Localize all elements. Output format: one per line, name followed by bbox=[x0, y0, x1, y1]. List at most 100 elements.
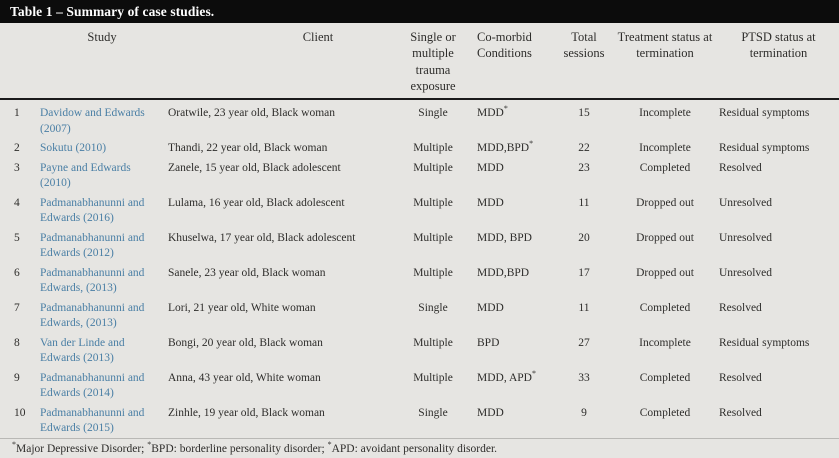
trauma-exposure: Multiple bbox=[413, 231, 453, 244]
client-description: Sanele, 23 year old, Black woman bbox=[168, 266, 326, 279]
table-area: Study Client Single or multiple trauma e… bbox=[0, 23, 839, 458]
study-citation-link[interactable]: Padmanabhanunni and Edwards (2015) bbox=[40, 406, 145, 435]
column-header-treatment-status: Treatment status at termination bbox=[612, 23, 718, 100]
ptsd-status: Resolved bbox=[719, 161, 762, 174]
column-header-comorbid: Co-morbid Conditions bbox=[472, 23, 556, 100]
row-number: 8 bbox=[14, 336, 20, 349]
total-sessions: 20 bbox=[578, 231, 590, 244]
total-sessions: 23 bbox=[578, 161, 590, 174]
comorbid-conditions: MDD,BPD bbox=[477, 266, 530, 279]
study-citation[interactable]: Padmanabhanunni and Edwards (2016) bbox=[38, 193, 166, 228]
comorbid-conditions: MDD bbox=[477, 301, 504, 314]
table-row: 10 Padmanabhanunni and Edwards (2015) Zinh… bbox=[0, 403, 839, 438]
total-sessions: 9 bbox=[581, 406, 587, 419]
client-description: Thandi, 22 year old, Black woman bbox=[168, 142, 328, 155]
row-number: 5 bbox=[14, 231, 20, 244]
comorbid-conditions: MDD bbox=[477, 161, 504, 174]
treatment-status: Completed bbox=[639, 161, 691, 174]
trauma-exposure: Multiple bbox=[413, 142, 453, 155]
row-number: 2 bbox=[14, 142, 20, 155]
study-citation-link[interactable]: Sokutu (2010) bbox=[40, 142, 107, 155]
table-row: 7 Padmanabhanunni and Edwards, (2013) Lori… bbox=[0, 298, 839, 333]
comorbid-conditions: BPD bbox=[477, 336, 500, 349]
client-description: Lulama, 16 year old, Black adolescent bbox=[168, 196, 345, 209]
table-title: Table 1 – Summary of case studies. bbox=[10, 4, 215, 19]
study-citation[interactable]: Padmanabhanunni and Edwards, (2013) bbox=[38, 298, 166, 333]
table-row: 5 Padmanabhanunni and Edwards (2012) Khuse… bbox=[0, 228, 839, 263]
ptsd-status: Resolved bbox=[719, 406, 762, 419]
study-citation-link[interactable]: Padmanabhanunni and Edwards (2012) bbox=[40, 231, 145, 260]
table-footnote: *Major Depressive Disorder; *BPD: border… bbox=[0, 437, 839, 458]
study-citation-link[interactable]: Padmanabhanunni and Edwards, (2013) bbox=[40, 301, 145, 330]
trauma-exposure: Multiple bbox=[413, 336, 453, 349]
client-description: Bongi, 20 year old, Black woman bbox=[168, 336, 323, 349]
study-citation[interactable]: Padmanabhanunni and Edwards (2012) bbox=[38, 228, 166, 263]
table-row: 3 Payne and Edwards (2010) Zanele, 15 year… bbox=[0, 158, 839, 193]
column-header-total-sessions: Total sessions bbox=[556, 23, 612, 100]
treatment-status: Incomplete bbox=[639, 107, 691, 119]
trauma-exposure: Multiple bbox=[413, 161, 453, 174]
ptsd-status: Residual symptoms bbox=[719, 107, 810, 119]
total-sessions: 15 bbox=[578, 107, 590, 119]
header-row: Study Client Single or multiple trauma e… bbox=[0, 23, 839, 100]
treatment-status: Completed bbox=[639, 371, 691, 384]
study-citation[interactable]: Payne and Edwards (2010) bbox=[38, 158, 166, 193]
study-citation-link[interactable]: Padmanabhanunni and Edwards (2016) bbox=[40, 196, 145, 225]
study-citation-link[interactable]: Van der Linde and Edwards (2013) bbox=[40, 336, 125, 365]
table-row: 6 Padmanabhanunni and Edwards, (2013) Sane… bbox=[0, 263, 839, 298]
study-citation[interactable]: Van der Linde and Edwards (2013) bbox=[38, 333, 166, 368]
comorbid-conditions: MDD, BPD bbox=[477, 231, 532, 244]
study-citation[interactable]: Davidow and Edwards (2007) bbox=[38, 99, 166, 138]
column-header-ptsd-status: PTSD status at termination bbox=[718, 23, 839, 100]
comorbid-conditions: MDD* bbox=[477, 104, 508, 119]
study-citation-link[interactable]: Padmanabhanunni and Edwards, (2013) bbox=[40, 266, 145, 295]
study-citation[interactable]: Padmanabhanunni and Edwards, (2013) bbox=[38, 263, 166, 298]
column-header-study: Study bbox=[38, 23, 166, 100]
row-number: 7 bbox=[14, 301, 20, 314]
table-row: 9 Padmanabhanunni and Edwards (2014) Anna,… bbox=[0, 368, 839, 403]
table-row: 8 Van der Linde and Edwards (2013) Bongi, … bbox=[0, 333, 839, 368]
study-citation-link[interactable]: Payne and Edwards (2010) bbox=[40, 161, 131, 190]
client-description: Zanele, 15 year old, Black adolescent bbox=[168, 161, 341, 174]
row-number: 1 bbox=[14, 107, 20, 119]
table-row: 2 Sokutu (2010) Thandi, 22 year old, Black… bbox=[0, 138, 839, 158]
table-title-bar: Table 1 – Summary of case studies. bbox=[0, 0, 839, 23]
ptsd-status: Unresolved bbox=[719, 266, 773, 279]
ptsd-status: Resolved bbox=[719, 301, 762, 314]
comorbid-conditions: MDD, APD* bbox=[477, 368, 536, 384]
study-citation[interactable]: Sokutu (2010) bbox=[38, 138, 166, 158]
client-description: Khuselwa, 17 year old, Black adolescent bbox=[168, 231, 356, 244]
row-number: 10 bbox=[14, 406, 26, 419]
treatment-status: Completed bbox=[639, 406, 691, 419]
ptsd-status: Unresolved bbox=[719, 231, 773, 244]
case-studies-table: Study Client Single or multiple trauma e… bbox=[0, 23, 839, 438]
treatment-status: Dropped out bbox=[636, 231, 694, 244]
study-citation[interactable]: Padmanabhanunni and Edwards (2014) bbox=[38, 368, 166, 403]
total-sessions: 17 bbox=[578, 266, 590, 279]
column-header-client: Client bbox=[166, 23, 394, 100]
total-sessions: 27 bbox=[578, 336, 590, 349]
treatment-status: Incomplete bbox=[639, 142, 691, 155]
row-number: 4 bbox=[14, 196, 20, 209]
ptsd-status: Unresolved bbox=[719, 196, 773, 209]
ptsd-status: Resolved bbox=[719, 371, 762, 384]
total-sessions: 11 bbox=[578, 196, 590, 209]
trauma-exposure: Multiple bbox=[413, 371, 453, 384]
study-citation-link[interactable]: Davidow and Edwards (2007) bbox=[40, 107, 145, 135]
row-number: 6 bbox=[14, 266, 20, 279]
row-number: 3 bbox=[14, 161, 20, 174]
trauma-exposure: Single bbox=[418, 406, 448, 419]
client-description: Zinhle, 19 year old, Black woman bbox=[168, 406, 325, 419]
client-description: Anna, 43 year old, White woman bbox=[168, 371, 321, 384]
table-header: Study Client Single or multiple trauma e… bbox=[0, 23, 839, 100]
client-description: Lori, 21 year old, White woman bbox=[168, 301, 316, 314]
study-citation-link[interactable]: Padmanabhanunni and Edwards (2014) bbox=[40, 371, 145, 400]
ptsd-status: Residual symptoms bbox=[719, 142, 810, 155]
trauma-exposure: Single bbox=[418, 301, 448, 314]
comorbid-conditions: MDD,BPD* bbox=[477, 139, 534, 155]
ptsd-status: Residual symptoms bbox=[719, 336, 810, 349]
treatment-status: Dropped out bbox=[636, 266, 694, 279]
study-citation[interactable]: Padmanabhanunni and Edwards (2015) bbox=[38, 403, 166, 438]
total-sessions: 11 bbox=[578, 301, 590, 314]
